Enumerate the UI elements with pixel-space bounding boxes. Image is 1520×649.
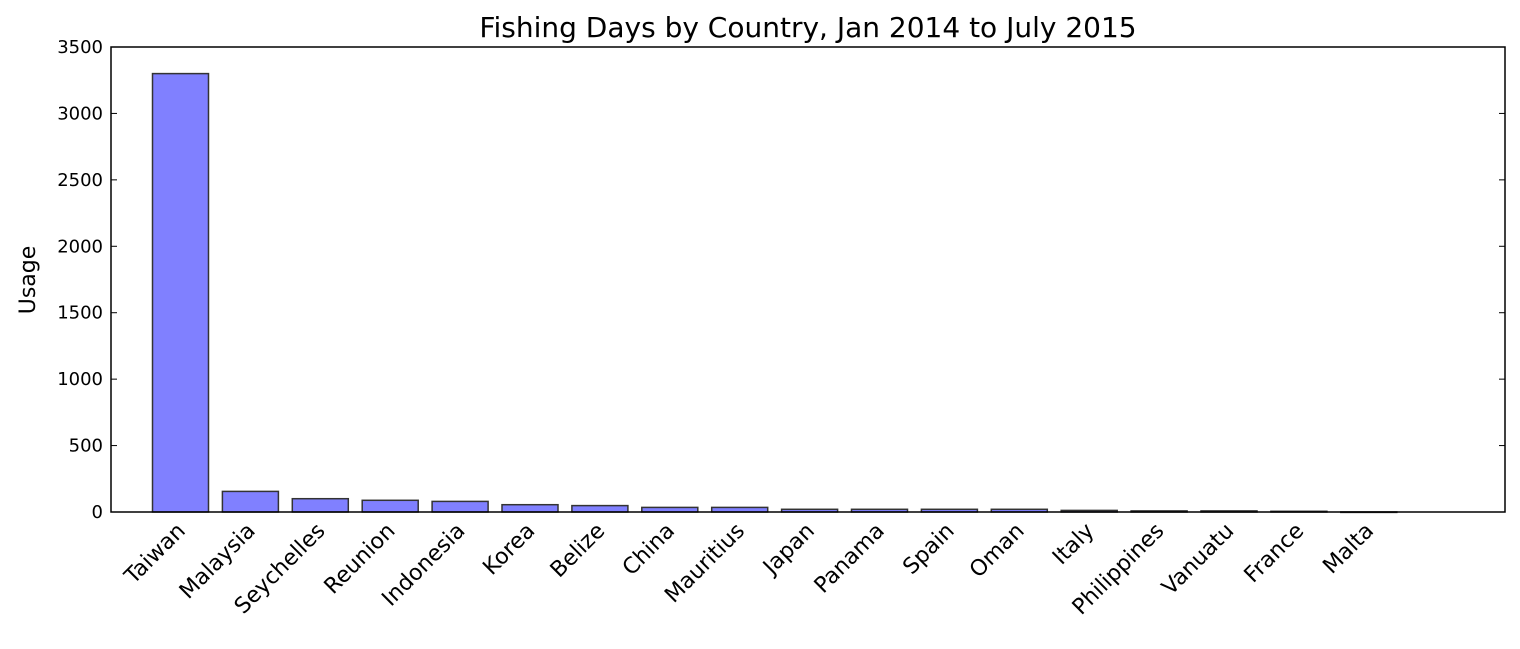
- bar-belize: [571, 504, 629, 513]
- y-tick-label: 3000: [57, 103, 103, 124]
- x-tick-label: Japan: [757, 519, 819, 581]
- bar-korea: [501, 503, 559, 513]
- bar-reunion: [361, 499, 419, 513]
- y-tick-label: 3500: [57, 37, 103, 58]
- x-tick-labels-group: TaiwanMalaysiaSeychellesReunionIndonesia…: [119, 519, 1379, 620]
- x-tick-label: Vanuatu: [1157, 519, 1239, 601]
- y-tick-label: 500: [69, 436, 103, 457]
- bar-taiwan: [151, 72, 210, 513]
- y-tick-label: 1500: [57, 303, 103, 324]
- y-ticks-group: 0 500 1000 1500 2000 2500 3000 3500: [57, 37, 1505, 523]
- x-tick-label: Italy: [1048, 519, 1099, 570]
- y-tick-label: 0: [92, 502, 103, 523]
- chart-title: Fishing Days by Country, Jan 2014 to Jul…: [479, 11, 1136, 44]
- x-tick-label: Oman: [965, 519, 1029, 583]
- y-tick-label: 2000: [57, 236, 103, 257]
- x-tick-label: China: [618, 519, 680, 581]
- x-tick-label: Panama: [810, 519, 890, 599]
- bar-malaysia: [221, 490, 280, 513]
- x-tick-label: Taiwan: [119, 519, 190, 590]
- bar-seychelles: [291, 497, 350, 513]
- y-axis-label: Usage: [16, 246, 41, 315]
- bars-group: [151, 72, 1398, 514]
- plot-frame: [110, 46, 1506, 513]
- x-tick-label: Spain: [899, 519, 960, 580]
- x-tick-label: France: [1240, 519, 1309, 588]
- x-tick-label: Korea: [478, 519, 540, 581]
- x-tick-label: Belize: [546, 519, 610, 583]
- y-tick-label: 2500: [57, 170, 103, 191]
- x-tick-label: Malta: [1318, 519, 1379, 580]
- bar-indonesia: [431, 500, 489, 513]
- y-tick-label: 1000: [57, 369, 103, 390]
